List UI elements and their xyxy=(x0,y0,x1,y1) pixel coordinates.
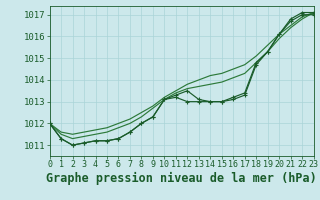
X-axis label: Graphe pression niveau de la mer (hPa): Graphe pression niveau de la mer (hPa) xyxy=(46,172,317,185)
